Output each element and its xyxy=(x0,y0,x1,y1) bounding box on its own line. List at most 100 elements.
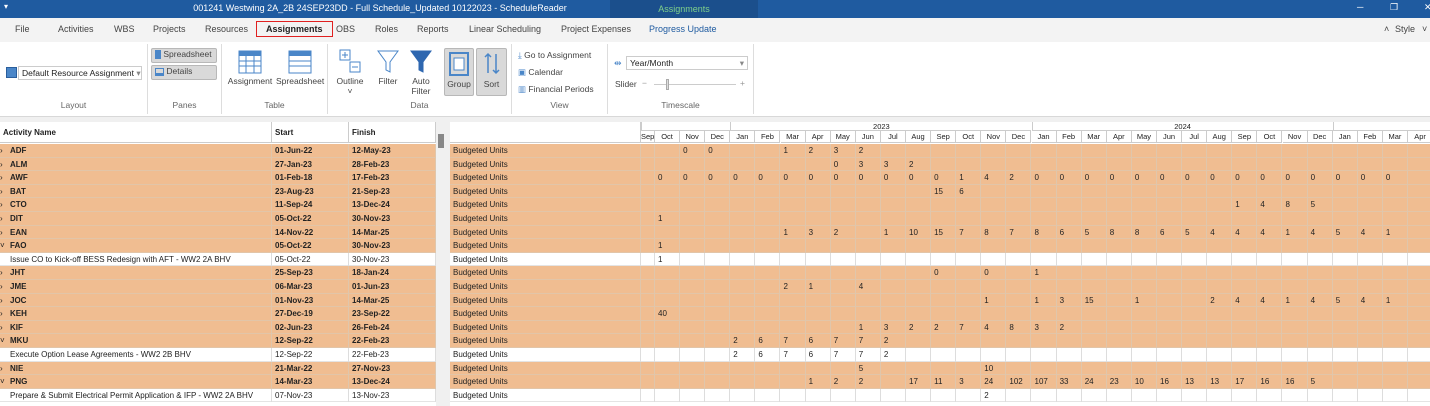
group-row[interactable]: › DIT 05-Oct-22 30-Nov-23 xyxy=(0,212,436,226)
table-row[interactable]: Prepare & Submit Electrical Permit Appli… xyxy=(0,388,436,403)
group-button[interactable]: Group xyxy=(444,48,474,96)
group-row[interactable]: › JHT 25-Sep-23 18-Jan-24 xyxy=(0,266,436,280)
timescale-row[interactable]: Budgeted Units 0 0 0 0 0 0 0 0 0 0 0 0 1 4 2 0 0 0 0 0 0 0 0 0 0 0… xyxy=(450,171,1430,185)
group-row[interactable]: › AWF 01-Feb-18 17-Feb-23 xyxy=(0,171,436,185)
quick-access-icon[interactable]: ▾ xyxy=(4,2,9,11)
timescale-slider[interactable] xyxy=(654,79,736,90)
timescale-row[interactable]: Budgeted Units 15 6 xyxy=(450,184,1430,199)
timescale-row[interactable]: Budgeted Units 0 0 1 2 3 2 xyxy=(450,144,1430,158)
group-row[interactable]: › JOC 01-Nov-23 14-Mar-25 xyxy=(0,293,436,308)
timescale-row[interactable]: Budgeted Units 1 1 3 15 1 2 4 4 1 4 5 4 1 xyxy=(450,293,1430,308)
chevron-right-icon[interactable]: › xyxy=(0,295,3,305)
tab-resources[interactable]: Resources xyxy=(205,24,249,34)
timescale-row[interactable]: Budgeted Units 2 1 4 xyxy=(450,280,1430,294)
value-cell: 1 xyxy=(1383,225,1408,240)
chevron-right-icon[interactable]: › xyxy=(0,146,3,155)
timescale-row[interactable]: Budgeted Units 2 6 7 6 7 7 2 xyxy=(450,348,1430,362)
timescale-row[interactable]: Budgeted Units 1 2 2 17 11 3 24 102 107 33 24 23 10 16… xyxy=(450,375,1430,389)
style-menu[interactable]: Style xyxy=(1395,24,1416,34)
timescale-row[interactable]: Budgeted Units 40 xyxy=(450,307,1430,321)
collapse-ribbon-icon[interactable]: ˄ xyxy=(1384,24,1390,34)
timescale-row[interactable]: Budgeted Units 1 xyxy=(450,239,1430,253)
chevron-down-icon[interactable]: ˅ xyxy=(0,241,5,251)
group-row[interactable]: ˅ PNG 14-Mar-23 13-Dec-24 xyxy=(0,375,436,389)
layout-select[interactable]: Default Resource Assignment ▾ xyxy=(18,66,142,80)
timescale-row[interactable]: Budgeted Units 2 6 7 6 7 7 2 xyxy=(450,334,1430,348)
spreadsheet-pane-toggle[interactable]: Spreadsheet xyxy=(151,48,217,63)
group-row[interactable]: ˅ FAO 05-Oct-22 30-Nov-23 xyxy=(0,239,436,253)
timescale-row[interactable]: Budgeted Units 5 10 xyxy=(450,361,1430,376)
chevron-right-icon[interactable]: › xyxy=(0,282,3,291)
spreadsheet-table-button[interactable]: Spreadsheet xyxy=(276,50,324,86)
group-row[interactable]: › CTO 11-Sep-24 13-Dec-24 xyxy=(0,198,436,212)
timescale-select[interactable]: Year/Month ▾ xyxy=(626,56,748,70)
group-row[interactable]: › JME 06-Mar-23 01-Jun-23 xyxy=(0,280,436,294)
column-header-start[interactable]: Start xyxy=(272,122,349,143)
timescale-row[interactable]: Budgeted Units 2 xyxy=(450,388,1430,403)
column-header-finish[interactable]: Finish xyxy=(349,122,436,143)
vertical-scrollbar[interactable] xyxy=(436,122,446,406)
chevron-right-icon[interactable]: › xyxy=(0,363,3,373)
chevron-right-icon[interactable]: › xyxy=(0,186,3,196)
restore-icon[interactable]: ❐ xyxy=(1390,2,1399,12)
calendar-button[interactable]: ▣ Calendar xyxy=(518,67,563,78)
tab-assignments[interactable]: Assignments xyxy=(256,21,333,37)
timescale-row[interactable]: Budgeted Units 1 xyxy=(450,252,1430,267)
slider-minus-button[interactable]: − xyxy=(642,78,647,88)
table-row[interactable]: Issue CO to Kick-off BESS Redesign with … xyxy=(0,252,436,267)
tab-file[interactable]: File xyxy=(15,24,30,34)
chevron-right-icon[interactable]: › xyxy=(0,214,3,223)
timescale-row[interactable]: Budgeted Units 1 3 2 1 10 15 7 8 7 8 6 5 8 8 6 5 4 4 4 1 4 5 4 1 xyxy=(450,225,1430,240)
details-pane-toggle[interactable]: Details xyxy=(151,65,217,80)
outline-button[interactable]: Outline ˅ xyxy=(334,48,366,96)
scrollbar-thumb[interactable] xyxy=(438,134,444,148)
group-row[interactable]: › NIE 21-Mar-22 27-Nov-23 xyxy=(0,361,436,376)
timescale-row[interactable]: Budgeted Units 1 3 2 2 7 4 8 3 2 xyxy=(450,320,1430,335)
tab-activities[interactable]: Activities xyxy=(58,24,94,34)
auto-filter-button[interactable]: Auto Filter xyxy=(407,48,435,96)
timescale-row[interactable]: Budgeted Units 0 3 3 2 xyxy=(450,157,1430,172)
minimize-icon[interactable]: ─ xyxy=(1357,2,1364,12)
tab-progress-update[interactable]: Progress Update xyxy=(649,24,717,34)
close-icon[interactable]: ✕ xyxy=(1424,2,1430,12)
timescale-row[interactable]: Budgeted Units 1 xyxy=(450,212,1430,226)
tab-roles[interactable]: Roles xyxy=(375,24,399,34)
group-row[interactable]: › ALM 27-Jan-23 28-Feb-23 xyxy=(0,157,436,172)
chevron-down-icon[interactable]: ˅ xyxy=(0,336,5,346)
group-row[interactable]: › EAN 14-Nov-22 14-Mar-25 xyxy=(0,225,436,240)
financial-periods-button[interactable]: ▥ Financial Periods xyxy=(518,84,594,95)
group-row[interactable]: › ADF 01-Jun-22 12-May-23 xyxy=(0,144,436,158)
chevron-right-icon[interactable]: › xyxy=(0,227,3,237)
group-row[interactable]: ˅ MKU 12-Sep-22 22-Feb-23 xyxy=(0,334,436,348)
tab-projects[interactable]: Projects xyxy=(153,24,186,34)
timescale-row[interactable]: Budgeted Units 1 4 8 5 xyxy=(450,198,1430,212)
group-row[interactable]: › KEH 27-Dec-19 23-Sep-22 xyxy=(0,307,436,321)
value-cell xyxy=(1232,320,1258,335)
timescale-row[interactable]: Budgeted Units 0 0 1 xyxy=(450,266,1430,280)
chevron-right-icon[interactable]: › xyxy=(0,159,3,169)
tab-wbs[interactable]: WBS xyxy=(114,24,135,34)
chevron-right-icon[interactable]: › xyxy=(0,173,3,183)
column-header-activity-name[interactable]: Activity Name xyxy=(0,122,272,143)
slider-plus-button[interactable]: + xyxy=(740,78,745,88)
tab-reports[interactable]: Reports xyxy=(417,24,449,34)
group-row[interactable]: › BAT 23-Aug-23 21-Sep-23 xyxy=(0,184,436,199)
style-chevron-down-icon[interactable]: ˅ xyxy=(1422,24,1428,34)
tab-obs[interactable]: OBS xyxy=(336,24,356,34)
chevron-down-icon[interactable]: ˅ xyxy=(0,377,5,387)
chevron-right-icon[interactable]: › xyxy=(0,200,3,210)
value-cell xyxy=(1157,280,1183,294)
activity-table: Activity Name Start Finish › ADF 01-Jun-2… xyxy=(0,122,436,406)
chevron-right-icon[interactable]: › xyxy=(0,322,3,332)
slider-thumb[interactable] xyxy=(666,79,669,90)
group-row[interactable]: › KIF 02-Jun-23 26-Feb-24 xyxy=(0,320,436,335)
tab-linear-scheduling[interactable]: Linear Scheduling xyxy=(469,24,542,34)
assignment-table-button[interactable]: Assignment xyxy=(227,50,273,86)
sort-button[interactable]: Sort xyxy=(476,48,507,96)
chevron-right-icon[interactable]: › xyxy=(0,268,3,278)
go-to-assignment-button[interactable]: ⤓ Go to Assignment xyxy=(518,50,591,61)
filter-button[interactable]: Filter xyxy=(374,48,402,86)
table-row[interactable]: Execute Option Lease Agreements - WW2 2B… xyxy=(0,348,436,362)
chevron-right-icon[interactable]: › xyxy=(0,309,3,319)
tab-project-expenses[interactable]: Project Expenses xyxy=(561,24,632,34)
